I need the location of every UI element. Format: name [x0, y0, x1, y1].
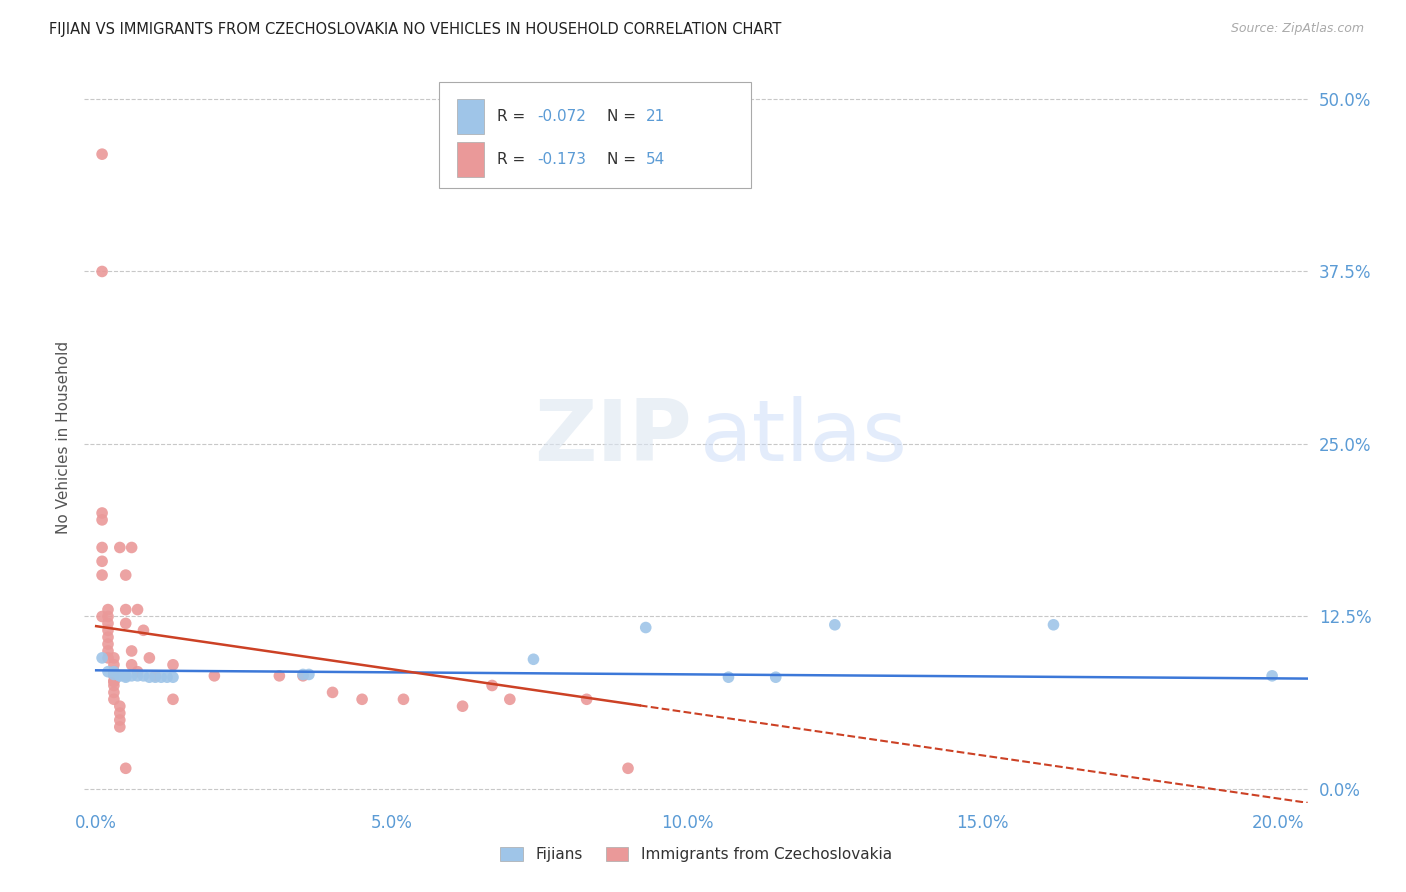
Point [103, 692, 125, 706]
Point [97, 609, 120, 624]
Point [114, 669, 136, 683]
Point [108, 699, 131, 714]
Point [352, 692, 374, 706]
Point [103, 669, 125, 683]
Point [634, 621, 657, 635]
Point [103, 651, 125, 665]
Point [114, 568, 136, 582]
Point [103, 674, 125, 689]
Point [269, 669, 291, 683]
Point [824, 617, 846, 632]
Point [765, 670, 787, 684]
Y-axis label: No Vehicles in Household: No Vehicles in Household [56, 341, 72, 533]
Point [114, 761, 136, 775]
FancyBboxPatch shape [439, 82, 751, 188]
Point [202, 669, 225, 683]
Point [91, 506, 114, 520]
Point [499, 692, 522, 706]
Text: 21: 21 [645, 109, 665, 124]
Point [91, 147, 114, 161]
Point [127, 669, 149, 683]
Text: 54: 54 [645, 153, 665, 168]
Point [162, 670, 184, 684]
Point [522, 652, 544, 666]
Text: -0.173: -0.173 [537, 153, 586, 168]
Point [121, 541, 143, 555]
Text: FIJIAN VS IMMIGRANTS FROM CZECHOSLOVAKIA NO VEHICLES IN HOUSEHOLD CORRELATION CH: FIJIAN VS IMMIGRANTS FROM CZECHOSLOVAKIA… [49, 22, 782, 37]
Point [392, 692, 415, 706]
Point [127, 665, 149, 679]
Point [91, 264, 114, 278]
Point [103, 665, 125, 679]
Point [121, 657, 143, 672]
Point [114, 616, 136, 631]
Point [451, 699, 474, 714]
Point [91, 651, 114, 665]
Point [97, 602, 120, 616]
Point [91, 568, 114, 582]
Point [108, 720, 131, 734]
Point [156, 670, 179, 684]
Text: atlas: atlas [700, 395, 908, 479]
Point [132, 669, 155, 683]
Point [143, 670, 166, 684]
Point [91, 554, 114, 568]
Point [298, 667, 321, 681]
Point [103, 678, 125, 692]
Point [103, 674, 125, 689]
Point [114, 602, 136, 616]
Point [97, 644, 120, 658]
Point [162, 657, 184, 672]
Point [103, 685, 125, 699]
Point [97, 637, 120, 651]
Point [292, 669, 315, 683]
Point [108, 669, 131, 683]
Point [108, 706, 131, 720]
Point [138, 670, 160, 684]
Point [162, 692, 184, 706]
Point [150, 670, 173, 684]
Point [108, 669, 131, 683]
Point [1042, 617, 1064, 632]
Point [121, 669, 143, 683]
Point [103, 667, 125, 681]
Point [1261, 669, 1284, 683]
Point [717, 670, 740, 684]
Point [103, 665, 125, 679]
Text: ZIP: ZIP [534, 395, 692, 479]
Point [97, 616, 120, 631]
Bar [457, 143, 484, 178]
Point [143, 669, 166, 683]
Point [114, 670, 136, 684]
Point [91, 609, 114, 624]
Point [97, 630, 120, 644]
Point [617, 761, 640, 775]
Text: R =: R = [496, 109, 530, 124]
Point [108, 541, 131, 555]
Point [575, 692, 598, 706]
Point [91, 513, 114, 527]
Point [97, 624, 120, 638]
Point [121, 644, 143, 658]
Point [292, 667, 315, 681]
Point [132, 624, 155, 638]
Point [108, 713, 131, 727]
Text: N =: N = [606, 109, 641, 124]
Point [97, 651, 120, 665]
Legend: Fijians, Immigrants from Czechoslovakia: Fijians, Immigrants from Czechoslovakia [494, 841, 898, 868]
Text: -0.072: -0.072 [537, 109, 586, 124]
Text: Source: ZipAtlas.com: Source: ZipAtlas.com [1230, 22, 1364, 36]
Text: R =: R = [496, 153, 530, 168]
Bar [457, 99, 484, 135]
Point [103, 657, 125, 672]
Point [322, 685, 344, 699]
Point [91, 541, 114, 555]
Point [481, 678, 503, 692]
Point [127, 602, 149, 616]
Point [97, 665, 120, 679]
Point [138, 651, 160, 665]
Text: N =: N = [606, 153, 641, 168]
